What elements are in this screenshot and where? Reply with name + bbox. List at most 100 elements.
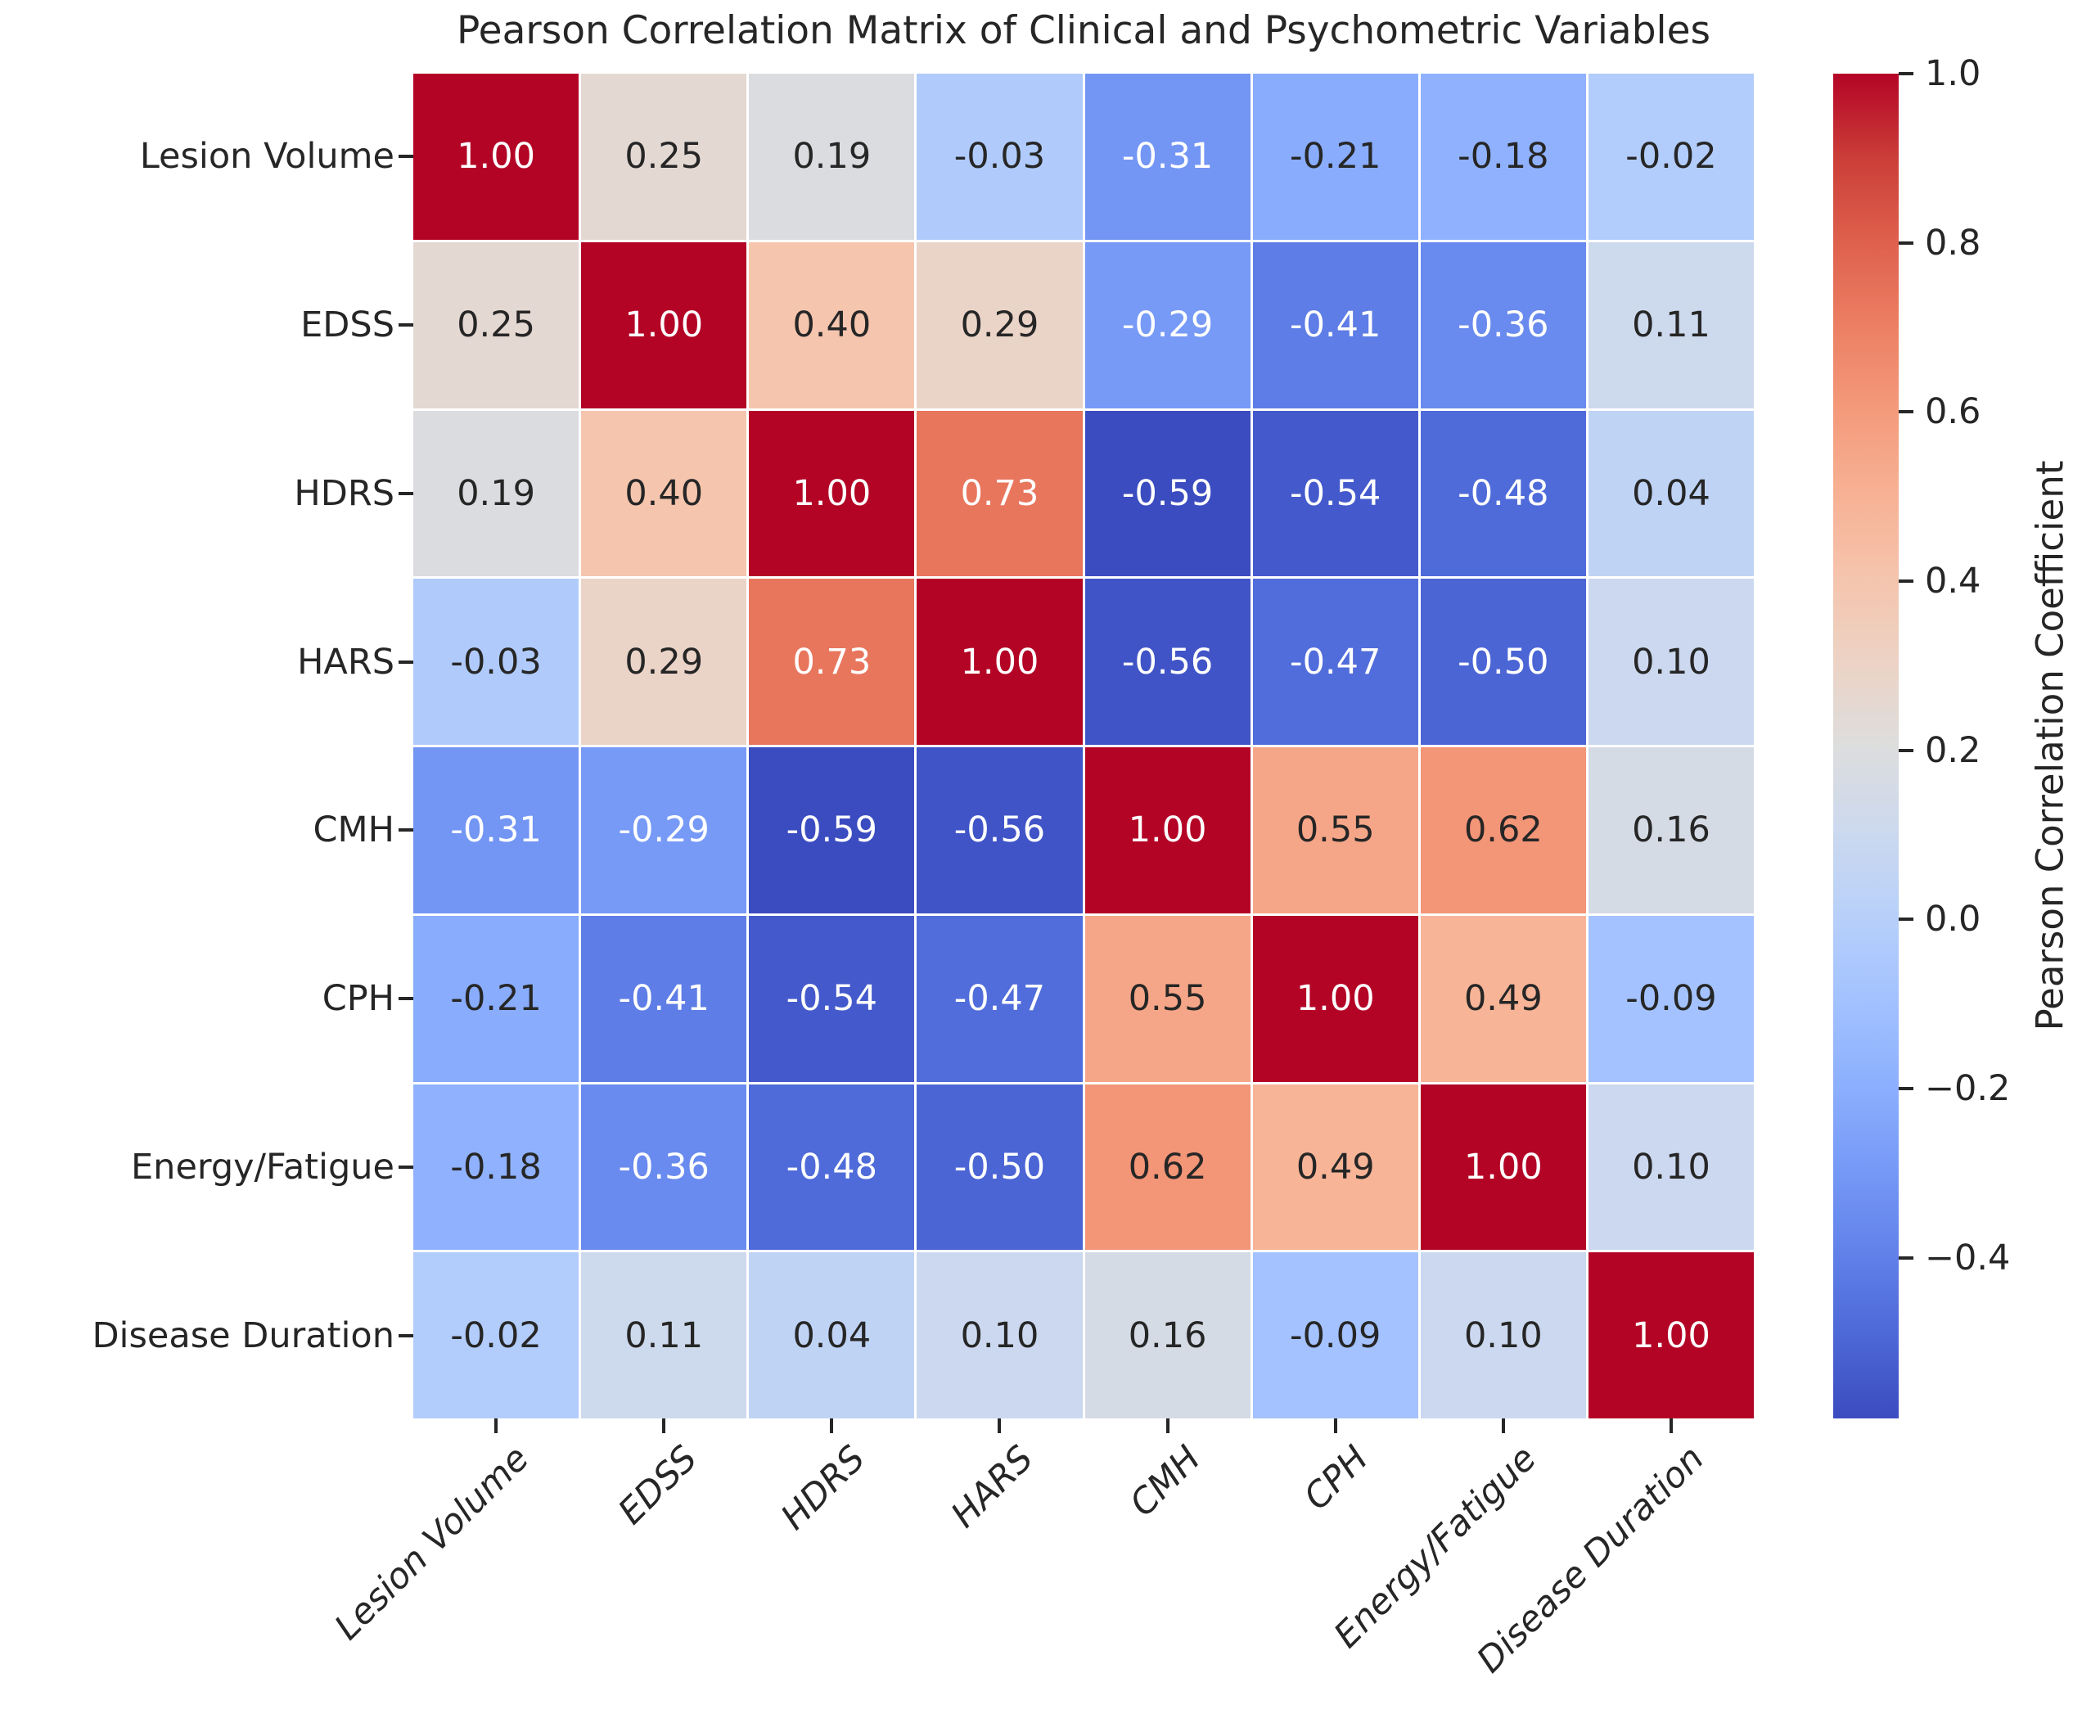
heatmap-cell: 0.10 — [917, 1252, 1083, 1418]
colorbar-tick-mark — [1899, 410, 1913, 414]
heatmap-cell: -0.18 — [413, 1084, 579, 1251]
heatmap-cell: 0.11 — [581, 1252, 747, 1418]
heatmap-cell: -0.29 — [581, 747, 747, 913]
heatmap-cell: -0.47 — [1252, 579, 1418, 745]
x-tick-mark — [1501, 1418, 1505, 1433]
heatmap-grid: 1.00 0.25 0.19 -0.03 -0.31 -0.21 -0.18 -0.02 0.2… — [413, 74, 1754, 1418]
heatmap-cell: -0.48 — [1420, 410, 1586, 577]
heatmap-cell: 1.00 — [581, 241, 747, 408]
y-tick-mark — [399, 1165, 413, 1169]
y-tick-mark — [399, 828, 413, 832]
colorbar-tick-mark — [1899, 1087, 1913, 1090]
y-tick-mark — [399, 155, 413, 159]
heatmap-cell: -0.09 — [1252, 1252, 1418, 1418]
x-tick-label: HARS — [943, 1438, 1041, 1536]
heatmap-cell: 1.00 — [1084, 747, 1251, 913]
heatmap-cell: 0.25 — [581, 74, 747, 240]
heatmap-cell: 1.00 — [1420, 1084, 1586, 1251]
colorbar-tick-label: 0.8 — [1925, 222, 1981, 264]
heatmap-cell: 0.10 — [1588, 579, 1754, 745]
heatmap-cell: 0.04 — [749, 1252, 915, 1418]
heatmap-cell: -0.31 — [1084, 74, 1251, 240]
heatmap-cell: -0.36 — [1420, 241, 1586, 408]
colorbar-tick-label: 0.6 — [1925, 391, 1981, 433]
colorbar-tick-label: −0.2 — [1925, 1068, 2011, 1109]
x-tick-label: HDRS — [773, 1438, 873, 1539]
x-tick-mark — [662, 1418, 666, 1433]
colorbar-tick-mark — [1899, 748, 1913, 752]
heatmap-cell: -0.50 — [917, 1084, 1083, 1251]
heatmap-cell: 0.40 — [749, 241, 915, 408]
heatmap-cell: -0.54 — [749, 915, 915, 1082]
y-tick-label: HARS — [297, 641, 394, 683]
x-tick-mark — [1669, 1418, 1673, 1433]
heatmap-cell: -0.29 — [1084, 241, 1251, 408]
heatmap-cell: -0.41 — [1252, 241, 1418, 408]
y-tick-label: HDRS — [294, 472, 394, 514]
heatmap-cell: -0.56 — [917, 747, 1083, 913]
heatmap-cell: -0.02 — [413, 1252, 579, 1418]
y-tick-mark — [399, 1333, 413, 1337]
heatmap-cell: 0.16 — [1588, 747, 1754, 913]
y-tick-label: Lesion Volume — [139, 136, 394, 178]
heatmap-cell: -0.50 — [1420, 579, 1586, 745]
y-tick-label: CPH — [322, 978, 394, 1020]
heatmap-cell: 1.00 — [1588, 1252, 1754, 1418]
heatmap-cell: 0.55 — [1084, 915, 1251, 1082]
heatmap-cell: -0.59 — [749, 747, 915, 913]
heatmap-cell: 0.11 — [1588, 241, 1754, 408]
heatmap-cell: 0.16 — [1084, 1252, 1251, 1418]
x-tick-mark — [1333, 1418, 1337, 1433]
heatmap-cell: 0.49 — [1252, 1084, 1418, 1251]
heatmap-cell: -0.02 — [1588, 74, 1754, 240]
heatmap-cell: 0.49 — [1420, 915, 1586, 1082]
heatmap-cell: 0.10 — [1588, 1084, 1754, 1251]
colorbar-tick-label: 0.4 — [1925, 561, 1981, 602]
heatmap-cell: -0.03 — [413, 579, 579, 745]
heatmap-cell: 0.62 — [1420, 747, 1586, 913]
y-tick-label: Energy/Fatigue — [131, 1146, 394, 1188]
colorbar-tick-mark — [1899, 579, 1913, 583]
heatmap-cell: 0.25 — [413, 241, 579, 408]
x-tick-label: Lesion Volume — [327, 1438, 538, 1648]
heatmap-cell: 0.73 — [749, 579, 915, 745]
x-tick-label: CPH — [1296, 1438, 1377, 1518]
colorbar-tick-mark — [1899, 1256, 1913, 1260]
heatmap-cell: 0.04 — [1588, 410, 1754, 577]
y-tick-label: CMH — [313, 809, 394, 851]
heatmap-cell: -0.59 — [1084, 410, 1251, 577]
y-tick-mark — [399, 997, 413, 1001]
y-tick-mark — [399, 491, 413, 495]
heatmap-cell: -0.03 — [917, 74, 1083, 240]
colorbar-axis-label: Pearson Correlation Coefficient — [2028, 460, 2072, 1031]
heatmap-cell: -0.31 — [413, 747, 579, 913]
colorbar-tick-mark — [1899, 241, 1913, 245]
heatmap-cell: 1.00 — [749, 410, 915, 577]
x-tick-mark — [1165, 1418, 1169, 1433]
x-tick-label: CMH — [1122, 1438, 1209, 1525]
x-tick-mark — [830, 1418, 834, 1433]
colorbar-tick-mark — [1899, 72, 1913, 75]
heatmap-cell: -0.41 — [581, 915, 747, 1082]
y-tick-label: Disease Duration — [92, 1314, 394, 1356]
x-tick-mark — [998, 1418, 1002, 1433]
heatmap-cell: -0.18 — [1420, 74, 1586, 240]
heatmap-cell: -0.56 — [1084, 579, 1251, 745]
heatmap-cell: 0.40 — [581, 410, 747, 577]
heatmap-cell: 1.00 — [1252, 915, 1418, 1082]
y-tick-mark — [399, 323, 413, 327]
heatmap-cell: -0.48 — [749, 1084, 915, 1251]
y-tick-mark — [399, 660, 413, 664]
chart-title: Pearson Correlation Matrix of Clinical a… — [457, 8, 1710, 53]
colorbar-tick-mark — [1899, 918, 1913, 922]
colorbar-gradient — [1833, 74, 1899, 1418]
heatmap-cell: 0.29 — [581, 579, 747, 745]
heatmap-cell: -0.54 — [1252, 410, 1418, 577]
colorbar-tick-label: −0.4 — [1925, 1237, 2011, 1278]
heatmap-cell: -0.36 — [581, 1084, 747, 1251]
colorbar-tick-label: 0.2 — [1925, 729, 1981, 771]
heatmap-cell: 0.73 — [917, 410, 1083, 577]
x-tick-label: EDSS — [611, 1438, 705, 1533]
heatmap-cell: 1.00 — [413, 74, 579, 240]
